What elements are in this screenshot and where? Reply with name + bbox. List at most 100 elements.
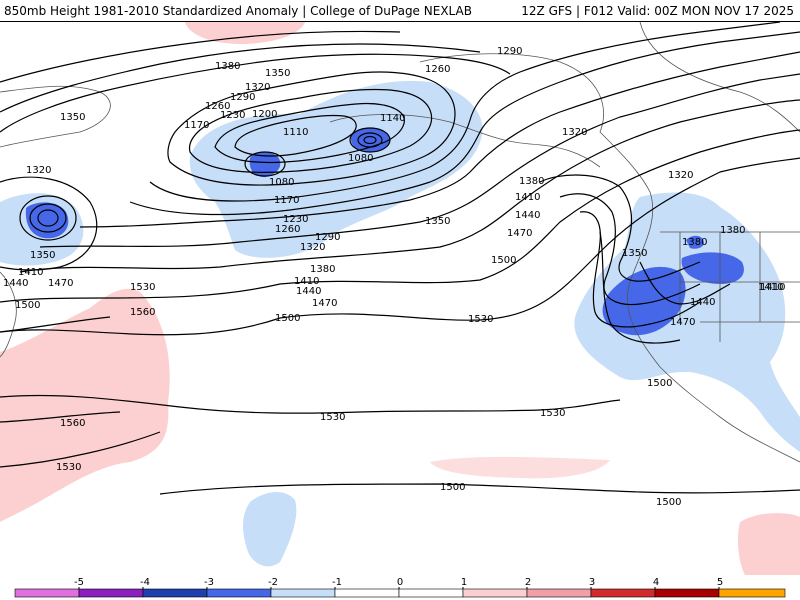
contour-label: 1350 — [622, 248, 647, 259]
contour-label: 1350 — [30, 250, 55, 261]
colorbar-swatch-neg2 — [206, 588, 272, 598]
colorbar-swatch-pos3 — [590, 588, 656, 598]
colorbar-tick-label: 3 — [589, 577, 595, 588]
colorbar-tick-label: 2 — [525, 577, 531, 588]
contour-label: 1230 — [220, 110, 245, 121]
model-run-info: 12Z GFS | F012 Valid: 00Z MON NOV 17 202… — [521, 4, 794, 18]
contour-label: 1500 — [440, 482, 465, 493]
contour-label: 1140 — [380, 113, 405, 124]
contour-label: 1110 — [283, 127, 308, 138]
neg2-anomaly-na-coast — [602, 266, 686, 336]
colorbar-swatch-zero_neg — [334, 588, 400, 598]
contour-line — [357, 132, 383, 148]
colorbar-tick-label: 5 — [717, 577, 723, 588]
contour-label: 1440 — [296, 286, 321, 297]
colorbar-tick-label: -1 — [332, 577, 342, 588]
contour-label: 1560 — [130, 307, 155, 318]
contour-label: 1410 — [515, 192, 540, 203]
contour-line — [349, 127, 391, 153]
contour-line — [0, 394, 621, 414]
contour-label: 1410 — [18, 267, 43, 278]
contour-line — [639, 261, 731, 305]
neg1-anomaly-south — [243, 491, 297, 567]
map-title: 850mb Height 1981-2010 Standardized Anom… — [4, 4, 472, 18]
contour-line — [149, 22, 781, 202]
colorbar-swatches — [14, 588, 786, 598]
neg2-anomaly-center-east — [350, 128, 390, 152]
contour-label: 1530 — [540, 408, 565, 419]
contour-line — [37, 209, 59, 227]
coastline-alaska — [419, 53, 651, 193]
coastline-west — [0, 271, 17, 358]
contour-label: 1380 — [519, 176, 544, 187]
anomaly-map: 1290 1260 1380 1350 1320 1290 1260 1230 … — [0, 22, 800, 575]
anomaly-colorbar: -5 -4 -3 -2 -1 0 1 2 3 4 5 — [0, 575, 800, 600]
contour-label: 1320 — [562, 127, 587, 138]
colorbar-swatch-neg4 — [78, 588, 144, 598]
contour-label: 1470 — [312, 298, 337, 309]
contour-line — [579, 211, 701, 328]
contour-line — [188, 88, 433, 173]
contour-line — [129, 31, 800, 216]
contour-line — [0, 316, 111, 333]
contour-line — [599, 231, 681, 344]
neg1-anomaly-aleutian — [189, 81, 483, 258]
positive-anomaly-west — [0, 288, 170, 522]
contour-label: 1200 — [252, 109, 277, 120]
contour-label: 1410 — [294, 276, 319, 287]
contour-label: 1500 — [491, 255, 516, 266]
colorbar-tick-label: -2 — [268, 577, 278, 588]
contour-label: 1230 — [283, 214, 308, 225]
contour-line — [0, 431, 161, 468]
colorbar-tick-label: -4 — [140, 577, 150, 588]
contour-label: 1530 — [320, 412, 345, 423]
contour-label: 1350 — [60, 112, 85, 123]
contour-line — [363, 135, 377, 145]
contour-label: 1170 — [274, 195, 299, 206]
coastline-northamerica — [626, 191, 800, 463]
contour-label: 1320 — [668, 170, 693, 181]
contour-label: 1080 — [269, 177, 294, 188]
contour-line — [0, 157, 800, 336]
state-lines — [679, 232, 800, 342]
colorbar-tick-label: 4 — [653, 577, 659, 588]
contour-label: 1500 — [647, 378, 672, 389]
contour-line — [0, 411, 121, 423]
colorbar-tick-label: -5 — [74, 577, 84, 588]
positive-anomaly-top — [185, 22, 305, 44]
coastlines — [0, 22, 800, 463]
contour-label: 1260 — [425, 64, 450, 75]
neg2-anomaly-center-west — [249, 151, 281, 178]
contour-label: 1320 — [26, 165, 51, 176]
colorbar-swatch-neg5 — [14, 588, 80, 598]
coastline-canada — [639, 22, 800, 133]
contour-line — [0, 129, 800, 303]
contour-label: 1440 — [3, 278, 28, 289]
colorbar-tick-label: 0 — [397, 577, 403, 588]
colorbar-swatch-pos4 — [654, 588, 720, 598]
contour-line — [167, 71, 456, 186]
contour-label: 1470 — [670, 317, 695, 328]
contour-label: 1320 — [300, 242, 325, 253]
contour-labels: 1290 1260 1380 1350 1320 1290 1260 1230 … — [3, 46, 785, 508]
contour-label: 1380 — [215, 61, 240, 72]
contour-label: 1470 — [48, 278, 73, 289]
contour-label: 1530 — [468, 314, 493, 325]
height-contours — [0, 22, 800, 495]
neg2-anomaly-na-spot — [686, 235, 704, 249]
contour-label: 1500 — [15, 300, 40, 311]
contour-line — [0, 30, 401, 83]
contour-label: 1440 — [690, 297, 715, 308]
contour-label: 1440 — [515, 210, 540, 221]
contour-line — [29, 203, 67, 233]
neg2-anomaly-na-interior — [681, 252, 744, 284]
colorbar-swatch-zero_pos — [398, 588, 464, 598]
contour-label: 1380 — [720, 225, 745, 236]
contour-line — [19, 99, 800, 273]
neg1-anomaly-northamerica — [574, 192, 800, 452]
colorbar-ticks: -5 -4 -3 -2 -1 0 1 2 3 4 5 — [74, 577, 723, 589]
contour-label: 1470 — [507, 228, 532, 239]
contour-line — [159, 483, 800, 495]
contour-label: 1380 — [310, 264, 335, 275]
